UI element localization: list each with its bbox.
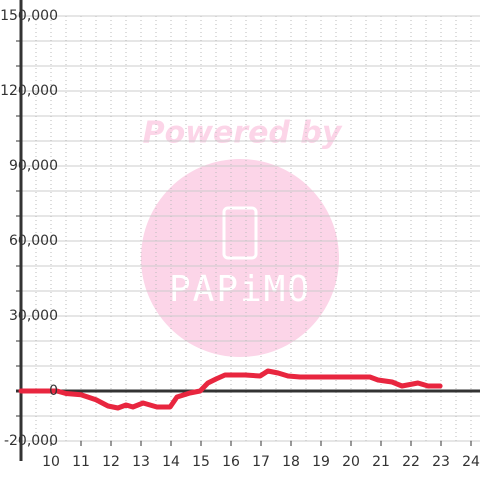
x-tick-label: 20 — [342, 454, 360, 470]
y-tick-label: 60,000 — [9, 233, 58, 249]
x-tick-label: 15 — [192, 454, 210, 470]
watermark-text: Powered by — [143, 116, 343, 151]
x-tick-label: 21 — [372, 454, 390, 470]
x-tick-label: 22 — [402, 454, 420, 470]
x-tick-label: 14 — [162, 454, 180, 470]
y-tick-label: 30,000 — [9, 308, 58, 324]
x-tick-label: 10 — [42, 454, 60, 470]
x-tick-label: 11 — [72, 454, 90, 470]
y-tick-label: 0 — [49, 383, 58, 399]
watermark-logo: PAPiMO — [169, 269, 311, 310]
y-tick-label: 90,000 — [9, 158, 58, 174]
x-tick-label: 17 — [252, 454, 270, 470]
x-tick-label: 16 — [222, 454, 240, 470]
y-tick-label: -20,000 — [4, 433, 58, 449]
x-tick-label: 18 — [282, 454, 300, 470]
y-tick-label: 150,000 — [0, 8, 58, 24]
x-tick-label: 23 — [432, 454, 450, 470]
x-tick-label: 12 — [102, 454, 120, 470]
x-tick-label: 13 — [132, 454, 150, 470]
data-line — [18, 368, 443, 411]
watermark-icon — [222, 206, 258, 260]
y-tick-label: 120,000 — [0, 83, 58, 99]
x-tick-label: 19 — [312, 454, 330, 470]
x-tick-label: 24 — [462, 454, 480, 470]
